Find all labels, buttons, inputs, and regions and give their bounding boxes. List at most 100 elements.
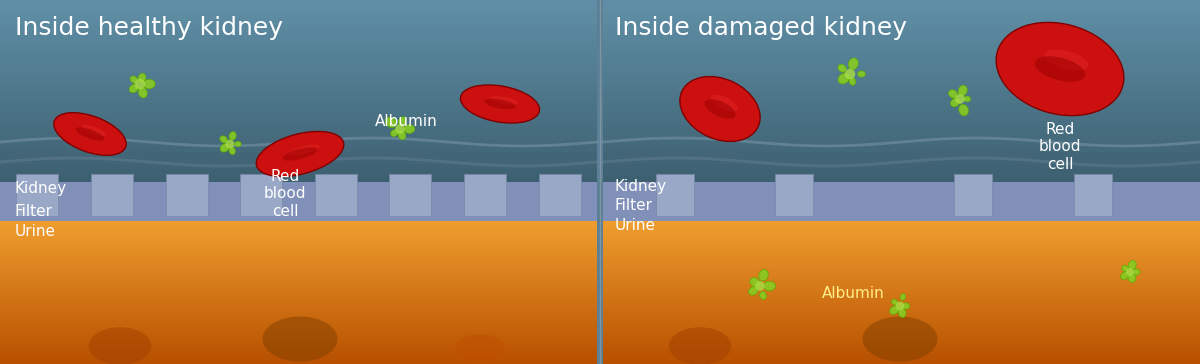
Ellipse shape — [138, 87, 148, 98]
Polygon shape — [0, 127, 598, 134]
Polygon shape — [604, 115, 1200, 121]
Polygon shape — [604, 217, 1200, 221]
Polygon shape — [0, 298, 598, 302]
Ellipse shape — [220, 144, 229, 152]
Polygon shape — [604, 317, 1200, 320]
Polygon shape — [0, 36, 598, 43]
Polygon shape — [604, 61, 1200, 67]
Polygon shape — [604, 306, 1200, 309]
Polygon shape — [166, 174, 208, 218]
Polygon shape — [604, 127, 1200, 134]
Ellipse shape — [89, 327, 151, 364]
Ellipse shape — [895, 302, 905, 310]
Polygon shape — [0, 233, 598, 237]
Ellipse shape — [950, 98, 960, 107]
Polygon shape — [604, 24, 1200, 30]
Polygon shape — [0, 328, 598, 331]
Polygon shape — [604, 164, 1200, 170]
Polygon shape — [604, 12, 1200, 18]
Polygon shape — [0, 109, 598, 115]
Polygon shape — [604, 91, 1200, 97]
Ellipse shape — [282, 147, 318, 161]
Ellipse shape — [755, 281, 764, 291]
Ellipse shape — [704, 99, 736, 119]
Polygon shape — [0, 103, 598, 109]
Polygon shape — [0, 85, 598, 91]
Ellipse shape — [863, 317, 937, 361]
Ellipse shape — [229, 132, 236, 140]
Text: Inside healthy kidney: Inside healthy kidney — [14, 16, 283, 40]
Polygon shape — [0, 18, 598, 24]
Polygon shape — [0, 357, 598, 360]
Ellipse shape — [289, 145, 319, 156]
Polygon shape — [604, 139, 1200, 146]
Polygon shape — [0, 291, 598, 295]
Polygon shape — [0, 0, 598, 6]
Polygon shape — [0, 158, 598, 164]
Polygon shape — [604, 85, 1200, 91]
Polygon shape — [0, 335, 598, 339]
Polygon shape — [604, 313, 1200, 317]
Polygon shape — [604, 346, 1200, 349]
Polygon shape — [604, 43, 1200, 48]
Ellipse shape — [1121, 272, 1129, 280]
Ellipse shape — [680, 76, 760, 142]
Polygon shape — [604, 152, 1200, 158]
Ellipse shape — [130, 76, 138, 83]
Polygon shape — [604, 229, 1200, 233]
Polygon shape — [604, 360, 1200, 364]
Polygon shape — [604, 328, 1200, 331]
Text: Albumin: Albumin — [374, 115, 438, 130]
Polygon shape — [0, 24, 598, 30]
Polygon shape — [604, 295, 1200, 298]
Polygon shape — [0, 269, 598, 273]
Ellipse shape — [134, 79, 145, 89]
Polygon shape — [0, 320, 598, 324]
Ellipse shape — [455, 334, 505, 364]
Ellipse shape — [1044, 50, 1088, 71]
Ellipse shape — [82, 125, 107, 136]
Ellipse shape — [391, 129, 398, 136]
Polygon shape — [604, 324, 1200, 328]
Ellipse shape — [1122, 265, 1129, 272]
Text: Kidney: Kidney — [616, 178, 667, 194]
Ellipse shape — [959, 104, 968, 116]
Polygon shape — [604, 269, 1200, 273]
Polygon shape — [0, 302, 598, 306]
Polygon shape — [655, 174, 694, 218]
Polygon shape — [0, 134, 598, 139]
Text: Albumin: Albumin — [822, 286, 884, 301]
Polygon shape — [604, 170, 1200, 176]
Polygon shape — [604, 55, 1200, 61]
Polygon shape — [604, 262, 1200, 266]
Polygon shape — [0, 6, 598, 12]
Polygon shape — [604, 0, 1200, 6]
Ellipse shape — [257, 131, 343, 177]
Ellipse shape — [403, 124, 415, 134]
Ellipse shape — [758, 269, 768, 281]
Ellipse shape — [485, 99, 516, 109]
Text: Kidney: Kidney — [14, 182, 67, 197]
Polygon shape — [604, 240, 1200, 244]
Ellipse shape — [1126, 268, 1134, 276]
Polygon shape — [0, 317, 598, 320]
Ellipse shape — [229, 147, 235, 155]
Polygon shape — [0, 222, 598, 226]
Polygon shape — [240, 174, 282, 218]
Text: Inside damaged kidney: Inside damaged kidney — [616, 16, 907, 40]
Polygon shape — [0, 248, 598, 251]
Text: Filter: Filter — [14, 205, 53, 219]
Polygon shape — [0, 346, 598, 349]
Ellipse shape — [263, 317, 337, 361]
Polygon shape — [604, 233, 1200, 237]
Polygon shape — [0, 266, 598, 269]
Polygon shape — [0, 79, 598, 85]
Polygon shape — [0, 309, 598, 313]
Polygon shape — [0, 152, 598, 158]
Polygon shape — [604, 134, 1200, 139]
Ellipse shape — [958, 85, 967, 96]
Polygon shape — [0, 237, 598, 240]
Polygon shape — [0, 55, 598, 61]
Text: Urine: Urine — [14, 225, 56, 240]
Polygon shape — [604, 182, 1200, 218]
